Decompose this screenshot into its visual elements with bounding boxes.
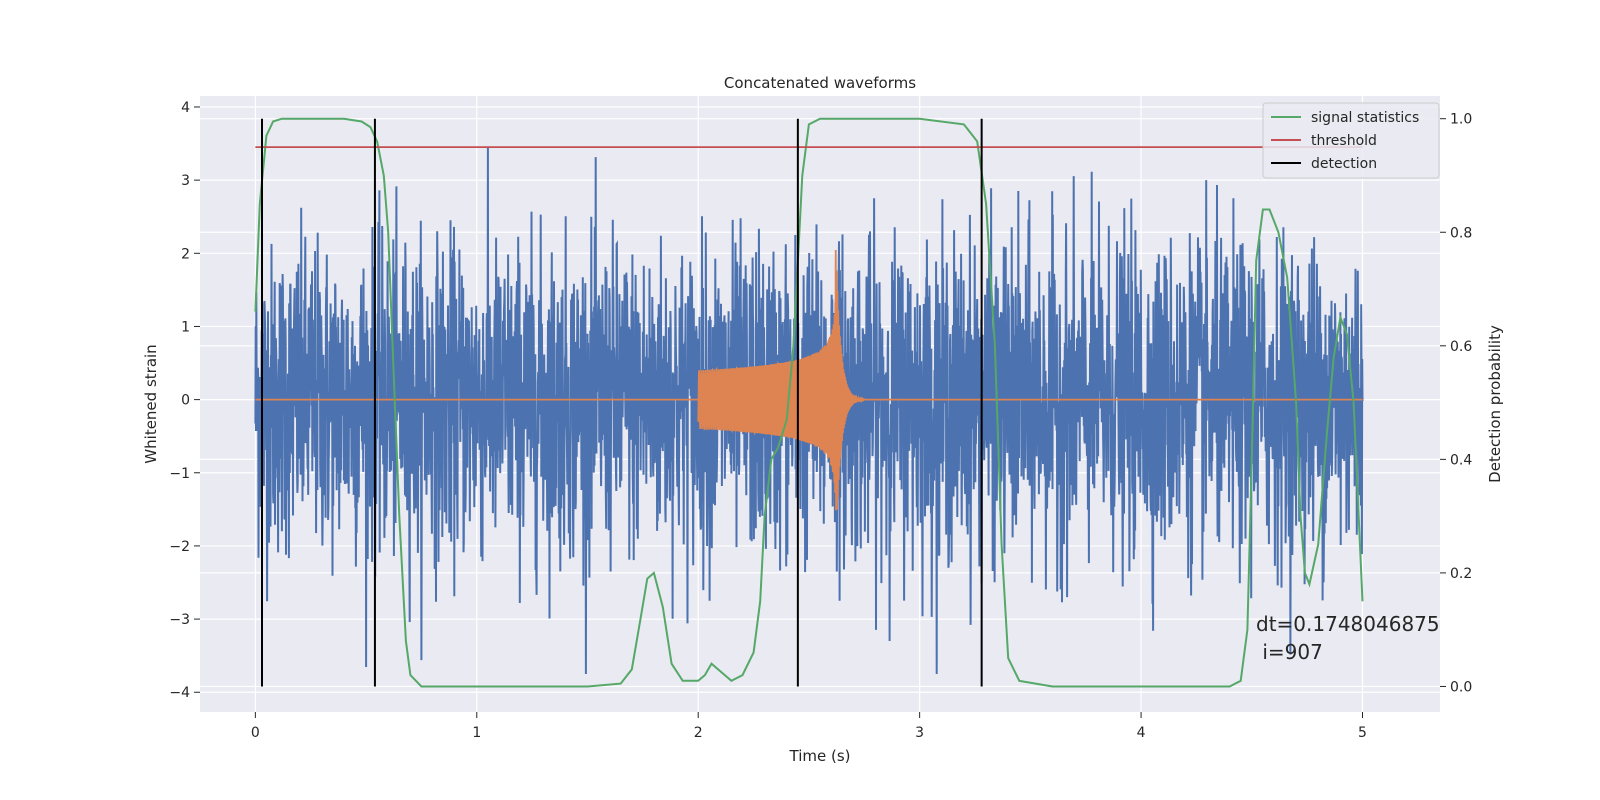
chart-title: Concatenated waveforms <box>724 74 916 92</box>
x-tick-label: 3 <box>915 725 924 741</box>
y2-tick-label: 0.8 <box>1450 225 1472 241</box>
y-tick-label: 4 <box>181 100 190 116</box>
y-tick-label: −4 <box>169 685 190 701</box>
legend-label-detection: detection <box>1311 156 1377 172</box>
x-ticks: 0 1 2 3 4 5 <box>251 712 1367 741</box>
y-tick-label: 2 <box>181 246 190 262</box>
x-tick-label: 4 <box>1137 725 1146 741</box>
y2-axis-label: Detection probability <box>1486 325 1504 483</box>
annotation-index: i=907 <box>1256 640 1323 664</box>
y-tick-label: 3 <box>181 173 190 189</box>
y2-tick-label: 0.4 <box>1450 452 1472 468</box>
x-tick-label: 1 <box>472 725 481 741</box>
y-tick-label: −1 <box>169 466 190 482</box>
chirp-waveform-line <box>697 249 866 511</box>
legend: signal statistics threshold detection <box>1262 102 1440 179</box>
legend-label-signal-statistics: signal statistics <box>1311 110 1419 126</box>
right-y-ticks: 0.0 0.2 0.4 0.6 0.8 1.0 <box>1440 112 1472 695</box>
y-tick-label: −2 <box>169 539 190 555</box>
x-axis-label: Time (s) <box>789 747 851 765</box>
left-y-ticks: −4 −3 −2 −1 0 1 2 3 4 <box>169 100 200 701</box>
y-tick-label: 0 <box>181 393 190 409</box>
y-tick-label: 1 <box>181 319 190 335</box>
signal-statistics-line <box>254 117 1364 688</box>
series-layer <box>254 117 1364 688</box>
y2-tick-label: 0.0 <box>1450 679 1472 695</box>
legend-box <box>1262 102 1440 179</box>
y-tick-label: −3 <box>169 612 190 628</box>
x-tick-label: 0 <box>251 725 260 741</box>
annotation-dt: dt=0.1748046875 <box>1256 612 1440 636</box>
x-tick-label: 5 <box>1358 725 1367 741</box>
whitened-strain-noise-line <box>254 147 1364 675</box>
y2-tick-label: 1.0 <box>1450 112 1472 128</box>
detection-lines <box>261 118 983 687</box>
y-axis-label: Whitened strain <box>142 344 160 463</box>
legend-label-threshold: threshold <box>1311 133 1377 149</box>
y2-tick-label: 0.2 <box>1450 566 1472 582</box>
x-tick-label: 2 <box>694 725 703 741</box>
y2-tick-label: 0.6 <box>1450 339 1472 355</box>
